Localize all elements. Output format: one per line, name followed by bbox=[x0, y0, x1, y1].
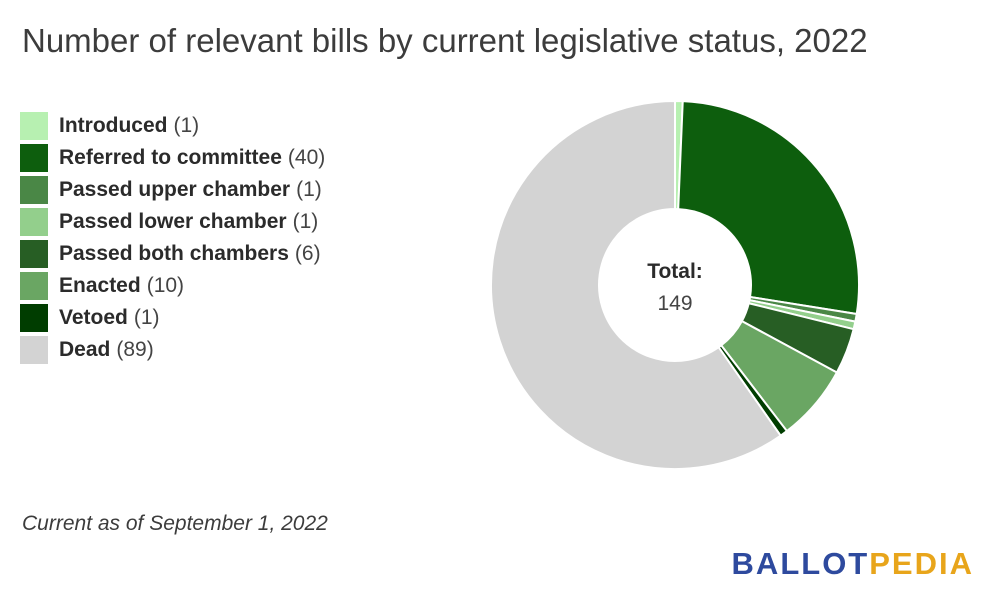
legend-item: Passed both chambers (6) bbox=[20, 238, 325, 270]
legend-swatch bbox=[20, 208, 48, 236]
legend-swatch bbox=[20, 112, 48, 140]
ballotpedia-logo: BALLOTPEDIA bbox=[732, 546, 974, 582]
legend-count: (1) bbox=[292, 210, 319, 233]
legend-count: (40) bbox=[287, 146, 326, 169]
legend-count: (89) bbox=[116, 338, 154, 361]
legend-count: (6) bbox=[294, 242, 321, 265]
legend-count: (1) bbox=[133, 306, 160, 329]
legend-label: Introduced bbox=[59, 114, 168, 137]
footnote: Current as of September 1, 2022 bbox=[22, 512, 328, 535]
donut-slice-dead bbox=[490, 99, 783, 470]
legend-label: Enacted bbox=[59, 274, 141, 297]
legend-item: Enacted (10) bbox=[20, 270, 325, 302]
legend-item: Passed lower chamber (1) bbox=[20, 206, 325, 238]
legend-item: Vetoed (1) bbox=[20, 302, 325, 334]
legend-swatch bbox=[20, 176, 48, 204]
legend-label: Referred to committee bbox=[59, 146, 282, 169]
legend-label: Vetoed bbox=[59, 306, 128, 329]
logo-part-pedia: PEDIA bbox=[869, 546, 974, 581]
legend-swatch bbox=[20, 240, 48, 268]
legend-label: Passed upper chamber bbox=[59, 178, 291, 201]
legend-count: (1) bbox=[173, 114, 200, 137]
legend-count: (10) bbox=[146, 274, 185, 297]
legend-label: Passed both chambers bbox=[59, 242, 289, 265]
chart-title: Number of relevant bills by current legi… bbox=[22, 22, 868, 59]
chart-legend: Introduced (1) Referred to committee (40) Pa… bbox=[20, 110, 325, 366]
legend-swatch bbox=[20, 144, 48, 172]
legend-label: Passed lower chamber bbox=[59, 210, 287, 233]
legend-swatch bbox=[20, 304, 48, 332]
legend-item: Introduced (1) bbox=[20, 110, 325, 142]
legend-label: Dead bbox=[59, 338, 111, 361]
legend-item: Referred to committee (40) bbox=[20, 142, 325, 174]
legend-item: Passed upper chamber (1) bbox=[20, 174, 325, 206]
center-total-value: 149 bbox=[657, 292, 692, 315]
legend-swatch bbox=[20, 336, 48, 364]
legend-item: Dead (89) bbox=[20, 334, 325, 366]
legend-count: (1) bbox=[296, 178, 322, 201]
center-total-label: Total: bbox=[647, 260, 703, 283]
legend-swatch bbox=[20, 272, 48, 300]
logo-part-ballot: BALLOT bbox=[731, 546, 870, 581]
donut-chart: Total: 149 bbox=[490, 99, 860, 470]
donut-slice-referred-to-committee bbox=[677, 100, 860, 316]
